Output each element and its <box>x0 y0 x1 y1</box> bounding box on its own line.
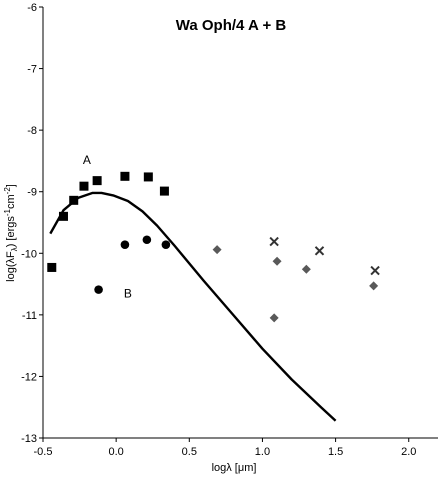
y-axis-title-part: ) [ergs <box>5 216 17 248</box>
diamond-point <box>301 264 311 274</box>
x-tick-label: -0.5 <box>34 446 53 458</box>
circle-point <box>161 240 171 249</box>
diamond-point <box>269 313 279 323</box>
y-tick-label: -6 <box>27 2 37 14</box>
square-point <box>58 211 68 221</box>
y-tick-label: -9 <box>27 187 37 199</box>
square-point <box>120 171 130 181</box>
y-axis-title-part: log(λF <box>5 251 17 282</box>
axes <box>42 7 438 439</box>
chart-title: Wa Oph/4 A + B <box>176 17 287 34</box>
cross-point <box>269 236 279 247</box>
y-axis-title-sup: -1 <box>3 208 12 216</box>
y-axis-title-part: cm <box>5 194 17 209</box>
circle-point <box>94 285 103 294</box>
annotation-label: A <box>83 153 91 167</box>
square-point <box>79 181 89 191</box>
circle-point <box>120 240 130 249</box>
y-axis-title-sub: λ <box>10 247 19 251</box>
square-point <box>159 186 169 196</box>
y-tick-label: -10 <box>21 248 37 260</box>
y-tick-label: -11 <box>22 310 37 322</box>
cross-point <box>314 246 325 256</box>
data-marks <box>47 171 380 422</box>
diamond-point <box>272 256 282 266</box>
model-curve <box>49 191 337 422</box>
y-axis-title-part: ] <box>5 184 17 187</box>
diamond-point <box>369 281 379 291</box>
annotations: AB <box>83 153 132 301</box>
y-axis-title: log(λFλ) [ergs-1cm-2] <box>3 184 19 282</box>
y-tick-label: -8 <box>27 125 37 137</box>
square-point <box>143 172 153 182</box>
annotation-label: B <box>124 287 132 301</box>
x-tick-label: 1.5 <box>328 446 343 458</box>
y-axis-title-sup: -2 <box>3 187 12 195</box>
x-axis-title: logλ [μm] <box>212 462 257 474</box>
y-axis-title-text: log(λFλ) [ergs-1cm-2] <box>3 184 19 282</box>
y-tick-label: -13 <box>21 433 37 445</box>
circle-point <box>142 235 152 245</box>
x-tick-label: 2.0 <box>401 446 416 458</box>
x-tick-label: 1.0 <box>255 446 270 458</box>
y-tick-label: -7 <box>27 64 37 76</box>
x-tick-label: 0.0 <box>108 446 123 458</box>
ticks: -13 -12 -11 -10 -9 -8 -7 -6 -0.5 0.0 0.5 1.0 1.5 2.0 <box>21 2 416 458</box>
square-point <box>47 262 57 272</box>
diamond-point <box>212 245 222 255</box>
y-tick-label: -12 <box>21 371 37 383</box>
square-point <box>92 176 102 186</box>
cross-point <box>370 265 380 276</box>
x-tick-label: 0.5 <box>182 446 197 458</box>
